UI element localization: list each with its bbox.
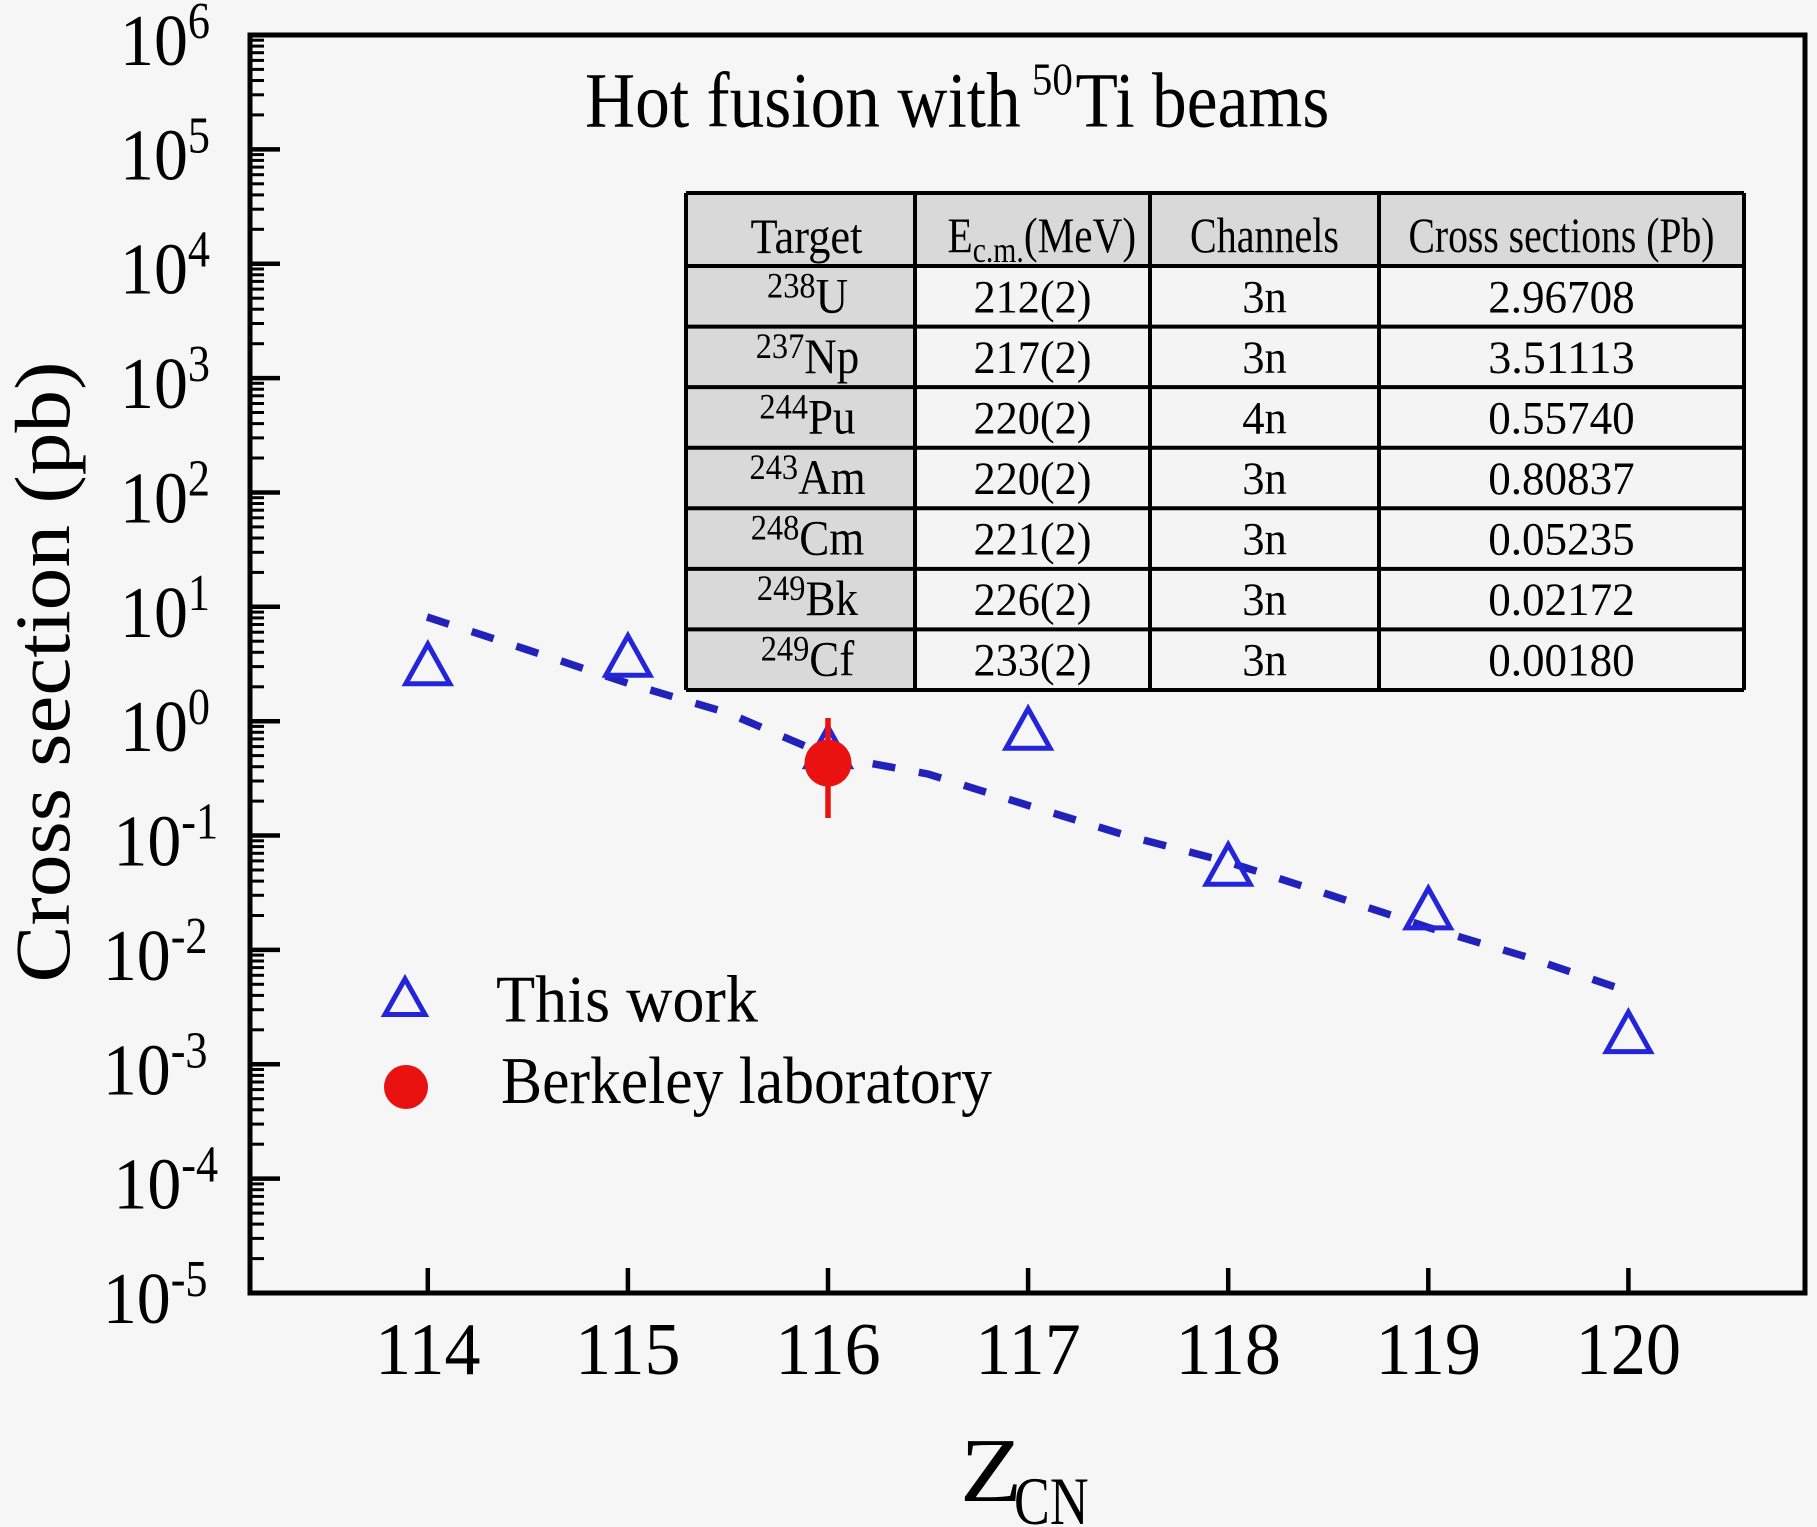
svg-text:10: 10	[120, 687, 188, 768]
svg-text:10: 10	[113, 801, 181, 882]
svg-text:0.55740: 0.55740	[1488, 392, 1634, 444]
svg-text:2: 2	[188, 450, 210, 507]
svg-text:3n: 3n	[1242, 634, 1287, 686]
svg-text:237Np: 237Np	[756, 326, 860, 384]
svg-text:120: 120	[1576, 1308, 1681, 1390]
svg-text:226(2): 226(2)	[974, 573, 1092, 626]
svg-text:4n: 4n	[1242, 391, 1287, 443]
svg-text:Cross section (pb): Cross section (pb)	[0, 362, 86, 983]
svg-text:5: 5	[188, 107, 210, 164]
svg-text:10: 10	[120, 458, 188, 539]
svg-text:243Am: 243Am	[750, 447, 866, 505]
svg-text:0.80837: 0.80837	[1488, 452, 1634, 504]
svg-text:0.02172: 0.02172	[1488, 573, 1634, 625]
svg-text:3n: 3n	[1242, 513, 1287, 565]
svg-text:3n: 3n	[1242, 573, 1287, 625]
svg-text:10: 10	[103, 916, 171, 997]
svg-text:Z: Z	[960, 1420, 1022, 1521]
svg-text:116: 116	[775, 1308, 880, 1390]
svg-text:244Pu: 244Pu	[759, 387, 855, 445]
svg-text:233(2): 233(2)	[974, 633, 1092, 686]
svg-text:Target: Target	[751, 210, 863, 265]
svg-text:10: 10	[103, 1259, 171, 1340]
svg-text:0.00180: 0.00180	[1488, 634, 1634, 686]
svg-text:Cross sections (Pb): Cross sections (Pb)	[1409, 208, 1715, 263]
svg-text:CN: CN	[1014, 1464, 1089, 1527]
svg-text:-1: -1	[181, 793, 218, 850]
svg-text:Ec.m.(MeV): Ec.m.(MeV)	[948, 207, 1137, 270]
svg-text:Channels: Channels	[1190, 208, 1339, 263]
svg-text:3n: 3n	[1242, 331, 1287, 383]
svg-text:221(2): 221(2)	[974, 512, 1092, 565]
svg-text:3.51113: 3.51113	[1488, 333, 1634, 384]
svg-text:10: 10	[120, 573, 188, 654]
svg-text:220(2): 220(2)	[974, 391, 1092, 444]
svg-text:3n: 3n	[1242, 452, 1287, 504]
svg-text:-4: -4	[181, 1136, 218, 1193]
svg-text:220(2): 220(2)	[974, 452, 1092, 505]
svg-text:-5: -5	[171, 1251, 208, 1308]
svg-text:248Cm: 248Cm	[751, 508, 865, 566]
svg-text:3: 3	[188, 336, 210, 393]
svg-text:10: 10	[103, 1030, 171, 1111]
svg-text:217(2): 217(2)	[974, 331, 1092, 384]
svg-text:Berkeley laboratory: Berkeley laboratory	[501, 1044, 992, 1118]
svg-text:4: 4	[188, 221, 210, 278]
svg-text:Hot fusion with 50Ti beams: Hot fusion with 50Ti beams	[585, 54, 1329, 143]
svg-text:1: 1	[188, 565, 210, 622]
svg-text:3n: 3n	[1242, 270, 1287, 322]
svg-text:-2: -2	[171, 908, 208, 965]
svg-text:212(2): 212(2)	[974, 270, 1092, 323]
svg-text:6: 6	[188, 0, 210, 50]
svg-text:114: 114	[375, 1308, 480, 1390]
svg-text:249Bk: 249Bk	[757, 569, 858, 627]
svg-text:10: 10	[113, 1144, 181, 1225]
svg-text:118: 118	[1176, 1308, 1281, 1390]
svg-text:0.05235: 0.05235	[1488, 513, 1634, 565]
svg-text:10: 10	[120, 229, 188, 310]
svg-text:2.96708: 2.96708	[1488, 270, 1634, 322]
svg-text:0: 0	[188, 679, 210, 736]
svg-text:-3: -3	[171, 1022, 208, 1079]
svg-text:249Cf: 249Cf	[761, 629, 855, 687]
svg-text:10: 10	[120, 1, 188, 82]
svg-text:115: 115	[575, 1308, 680, 1390]
svg-text:119: 119	[1376, 1308, 1481, 1390]
svg-text:238U: 238U	[767, 266, 848, 324]
svg-text:117: 117	[975, 1308, 1080, 1390]
svg-text:This work: This work	[496, 963, 758, 1037]
svg-text:10: 10	[120, 344, 188, 425]
svg-text:10: 10	[120, 115, 188, 196]
